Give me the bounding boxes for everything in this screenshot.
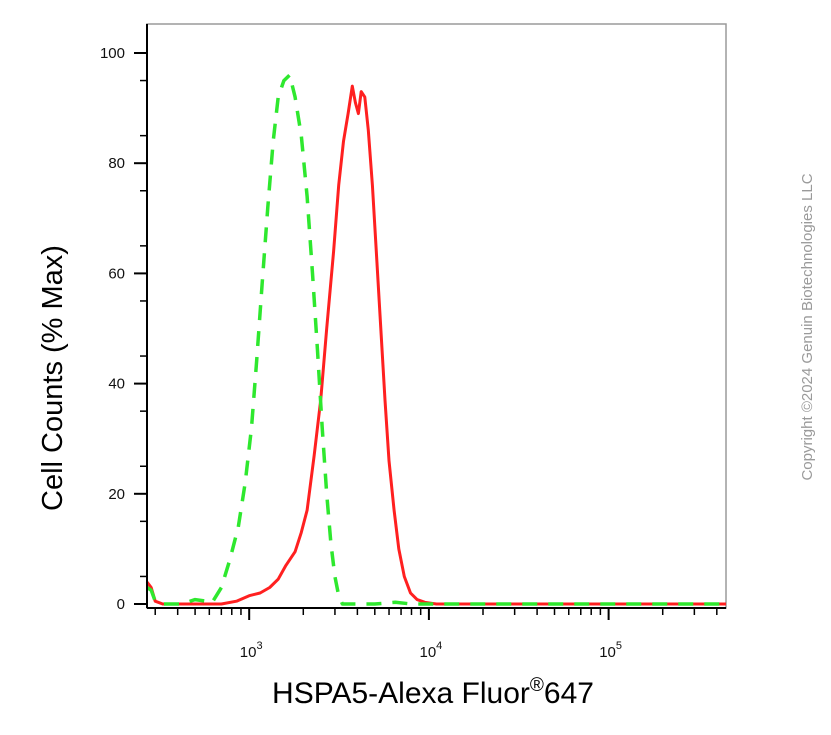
x-tick-label: 104 xyxy=(419,640,442,661)
y-tick-label: 80 xyxy=(108,155,125,172)
plot-frame xyxy=(146,23,727,609)
y-tick-label: 60 xyxy=(108,265,125,282)
x-tick-label: 103 xyxy=(240,640,263,661)
y-tick-label: 20 xyxy=(108,486,125,503)
series-line-solid xyxy=(145,84,726,606)
x-tick-label: 105 xyxy=(599,640,622,661)
y-tick-label: 100 xyxy=(100,45,125,62)
axes-layer: 0 20 40 60 80 100 103 104 105 xyxy=(100,24,726,661)
x-axis-title-registered: ® xyxy=(530,675,544,696)
x-axis-title: HSPA5-Alexa Fluor®647 xyxy=(272,675,594,710)
y-tick-label: 0 xyxy=(117,596,125,613)
x-axis-title-main: HSPA5-Alexa Fluor xyxy=(272,677,530,710)
copyright-watermark: Copyright ©2024 Genuin Biotechnologies L… xyxy=(799,173,816,480)
series-layer xyxy=(145,73,726,606)
y-axis-title: Cell Counts (% Max) xyxy=(37,245,69,511)
x-axis-title-suffix: 647 xyxy=(544,677,594,710)
series-line-dashed xyxy=(146,73,726,606)
y-tick-label: 40 xyxy=(108,376,125,393)
